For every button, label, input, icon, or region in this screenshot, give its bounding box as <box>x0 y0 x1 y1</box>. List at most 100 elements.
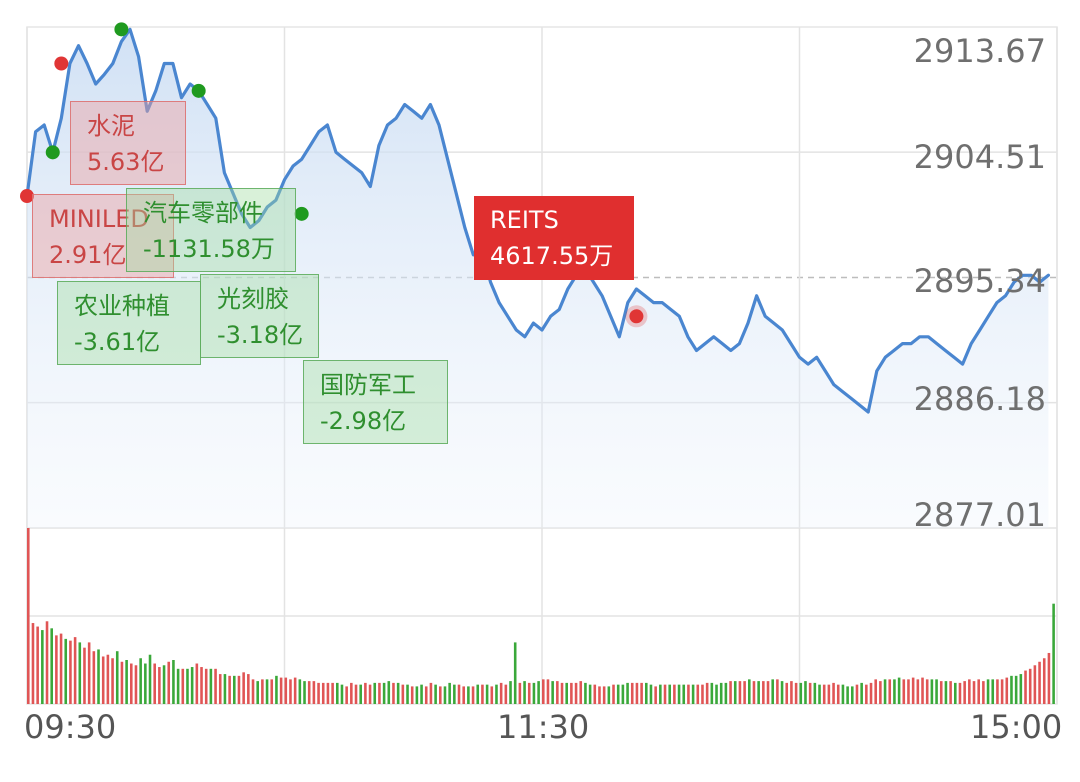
volume-bar <box>204 668 208 704</box>
volume-bar <box>471 686 475 704</box>
volume-bar <box>869 682 873 704</box>
y-tick-label: 2913.67 <box>913 32 1046 70</box>
volume-bar <box>542 679 545 704</box>
volume-bar <box>715 684 718 704</box>
volume-bar <box>677 684 681 704</box>
volume-bar <box>83 647 86 704</box>
volume-bar <box>673 684 676 704</box>
volume-bar <box>284 677 288 704</box>
volume-bar <box>368 684 372 704</box>
volume-bar <box>668 684 671 704</box>
volume-bar <box>883 679 887 704</box>
volume-bar <box>729 681 732 704</box>
volume-bar <box>36 626 39 704</box>
volume-bar <box>275 675 278 704</box>
volume-bar <box>233 675 236 704</box>
volume-bar <box>214 668 217 704</box>
volume-bar <box>893 679 896 704</box>
volume-bar <box>982 681 985 704</box>
volume-bar <box>1052 603 1055 704</box>
volume-bar <box>958 682 962 704</box>
volume-bar <box>97 649 100 704</box>
volume-bar <box>101 656 105 704</box>
volume-bar <box>364 682 367 704</box>
volume-bar <box>556 681 559 704</box>
volume-bar <box>256 681 259 704</box>
volume-bar <box>162 665 166 704</box>
volume-bar <box>972 681 976 704</box>
volume-bar <box>78 642 82 704</box>
volume-bar <box>930 679 934 704</box>
volume-bar <box>495 684 498 704</box>
volume-bar <box>148 654 152 704</box>
volume-bar <box>265 679 269 704</box>
volume-bar <box>897 677 901 704</box>
volume-bar <box>659 684 662 704</box>
volume-bar <box>279 677 283 704</box>
volume-bar <box>31 623 35 704</box>
volume-bar <box>738 681 742 704</box>
volume-bar <box>392 682 395 704</box>
volume-bar <box>682 684 686 704</box>
flow-amount: 2.91亿 <box>49 241 127 269</box>
volume-bar <box>1005 677 1009 704</box>
volume-bar <box>293 677 297 704</box>
volume-bar <box>602 686 606 704</box>
volume-bar <box>1028 668 1032 704</box>
volume-bar <box>139 658 142 704</box>
volume-bar <box>954 682 957 704</box>
volume-bar <box>645 682 648 704</box>
volume-bar <box>176 668 180 704</box>
sector-name: 农业种植 <box>74 292 170 320</box>
volume-bar <box>846 686 849 704</box>
volume-bar <box>373 682 377 704</box>
volume-bar <box>345 686 348 704</box>
volume-bar <box>317 682 320 704</box>
flow-amount: -3.61亿 <box>74 328 161 356</box>
volume-bar <box>771 679 774 704</box>
volume-bar <box>130 663 133 704</box>
volume-bar <box>701 684 704 704</box>
volume-bar <box>73 637 77 704</box>
volume-bar <box>401 684 405 704</box>
volume-bar <box>766 681 770 704</box>
volume-bar <box>565 682 568 704</box>
volume-bar <box>1014 675 1018 704</box>
volume-bar <box>359 684 362 704</box>
x-tick-label: 09:30 <box>24 708 117 746</box>
volume-bar <box>879 681 882 704</box>
outflow-marker <box>45 145 60 160</box>
volume-bar <box>326 682 330 704</box>
volume-bar <box>354 684 358 704</box>
y-tick-label: 2877.01 <box>913 496 1046 534</box>
volume-bar <box>902 679 906 704</box>
volume-bar <box>944 681 948 704</box>
volume-bar <box>616 684 620 704</box>
volume-bar <box>841 684 845 704</box>
volume-bar <box>780 681 784 704</box>
volume-bar <box>579 681 583 704</box>
volume-bar <box>1010 675 1013 704</box>
volume-bar <box>247 674 250 704</box>
volume-bar <box>518 682 522 704</box>
volume-bar <box>598 686 601 704</box>
volume-bar <box>228 675 231 704</box>
volume-bar <box>195 663 199 704</box>
volume-bar <box>298 679 302 704</box>
volume-bar <box>527 682 531 704</box>
sector-flow-label: MINILED 2.91亿 <box>32 194 174 278</box>
volume-bar <box>218 674 222 704</box>
volume-bar <box>396 682 400 704</box>
volume-bar <box>504 684 508 704</box>
sector-name: REITS <box>490 206 559 234</box>
volume-bar <box>200 667 203 704</box>
volume-bar <box>120 661 124 704</box>
volume-bar <box>719 682 723 704</box>
volume-bar <box>1038 661 1041 704</box>
y-tick-label: 2895.34 <box>913 262 1046 300</box>
volume-bar <box>822 684 826 704</box>
volume-bar <box>331 682 334 704</box>
volume-bar <box>612 684 615 704</box>
volume-bar <box>710 682 714 704</box>
